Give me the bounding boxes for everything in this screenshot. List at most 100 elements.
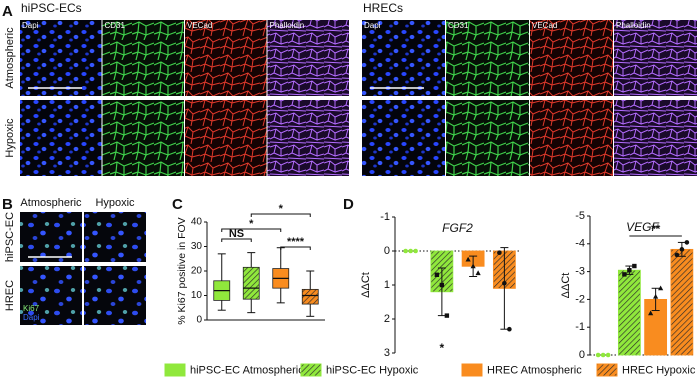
data-point <box>605 352 611 358</box>
micrograph <box>614 100 697 176</box>
data-point <box>444 313 450 318</box>
bar <box>617 269 641 356</box>
significance-label: ** <box>651 222 661 236</box>
y-tick-label: -2 <box>575 293 585 305</box>
micrograph <box>446 20 529 96</box>
micrograph <box>84 266 146 325</box>
data-point <box>658 285 664 291</box>
data-point <box>627 268 632 273</box>
box <box>301 288 319 305</box>
data-point <box>465 256 471 262</box>
panel-letter: D <box>343 196 354 213</box>
data-point <box>648 310 654 316</box>
y-tick-label: -3 <box>575 266 585 278</box>
legend-swatch <box>596 363 618 377</box>
stain-label: Dapi <box>23 313 40 322</box>
stain-label: Ki67 <box>23 304 40 313</box>
legend-label: HREC Atmospheric <box>487 364 582 376</box>
data-point <box>600 352 606 358</box>
data-point <box>679 247 685 252</box>
micrograph <box>267 100 349 176</box>
micrograph <box>102 20 184 96</box>
row-label: hiPSC-EC <box>4 212 16 262</box>
y-tick-label: 20 <box>191 266 203 277</box>
micrograph <box>530 20 613 96</box>
data-point <box>507 326 512 332</box>
channel-label: Dapi <box>22 21 39 30</box>
micrograph <box>530 100 613 176</box>
data-point <box>403 248 408 254</box>
legend-swatch <box>164 363 186 377</box>
channel-label: Phalloidin <box>616 21 651 30</box>
data-point <box>475 270 481 276</box>
y-tick-label: -4 <box>575 238 585 250</box>
panel-letter: C <box>172 196 183 213</box>
micrograph <box>446 100 529 176</box>
group-title: hiPSC-ECs <box>21 1 82 15</box>
micrograph <box>20 100 102 176</box>
significance-label: **** <box>287 236 305 248</box>
y-axis-label: % Ki67 positive in FOV <box>176 217 188 324</box>
micrograph <box>267 20 349 96</box>
y-tick-label: -1 <box>575 321 585 333</box>
channel-label: Phalloidin <box>270 21 305 30</box>
group-title: HRECs <box>363 1 403 15</box>
micrograph <box>362 100 445 176</box>
panel-letter: B <box>2 196 13 213</box>
legend-label: hiPSC-EC Atmospheric <box>190 364 304 376</box>
data-point <box>408 248 413 254</box>
legend-swatch <box>300 363 322 377</box>
channel-label: CD31 <box>105 21 126 30</box>
micrograph <box>614 20 697 96</box>
significance-bracket <box>250 213 311 217</box>
micrograph <box>185 100 267 176</box>
data-point <box>595 352 601 358</box>
micrograph <box>185 20 267 96</box>
channel-label: Dapi <box>364 21 381 30</box>
y-axis-label: ΔΔCt <box>360 272 372 298</box>
y-tick-label: 0 <box>384 245 390 257</box>
significance-label: * <box>440 341 445 355</box>
legend-label: HREC Hypoxic <box>622 364 696 376</box>
channel-label: VECad <box>532 21 557 30</box>
legend-swatch <box>461 363 483 377</box>
data-point <box>653 293 659 299</box>
data-point <box>502 281 507 286</box>
significance-bracket <box>221 228 282 232</box>
y-tick-label: 0 <box>579 349 585 361</box>
y-tick-label: 10 <box>191 290 203 301</box>
channel-label: VECad <box>187 21 212 30</box>
significance-label: * <box>279 203 284 215</box>
box <box>242 266 260 300</box>
significance-bracket <box>221 238 252 242</box>
micrograph <box>102 100 184 176</box>
data-point <box>632 263 637 269</box>
significance-bracket <box>280 246 311 250</box>
significance-label: NS <box>229 228 244 240</box>
panel-letter: A <box>2 3 13 20</box>
column-label: Hypoxic <box>95 197 135 209</box>
column-label: Atmospheric <box>20 197 82 209</box>
micrograph <box>84 212 146 262</box>
data-point <box>470 263 476 269</box>
legend-label: hiPSC-EC Hypoxic <box>326 364 419 376</box>
y-axis-label: ΔΔCt <box>560 273 572 299</box>
channel-label: CD31 <box>448 21 469 30</box>
data-point <box>674 252 680 258</box>
micrograph <box>362 20 445 96</box>
y-tick-label: -1 <box>380 211 390 223</box>
y-tick-label: 0 <box>196 315 202 326</box>
y-tick-label: 3 <box>384 347 390 359</box>
significance-label: * <box>249 218 254 230</box>
data-point <box>434 272 440 277</box>
micrograph <box>20 212 82 262</box>
row-label: HREC <box>4 280 16 311</box>
y-tick-label: 40 <box>191 217 203 228</box>
micrograph <box>20 266 82 325</box>
chart-title: VEGF <box>626 220 659 234</box>
micrograph <box>20 20 102 96</box>
y-tick-label: 2 <box>384 313 390 325</box>
data-point <box>622 272 627 277</box>
